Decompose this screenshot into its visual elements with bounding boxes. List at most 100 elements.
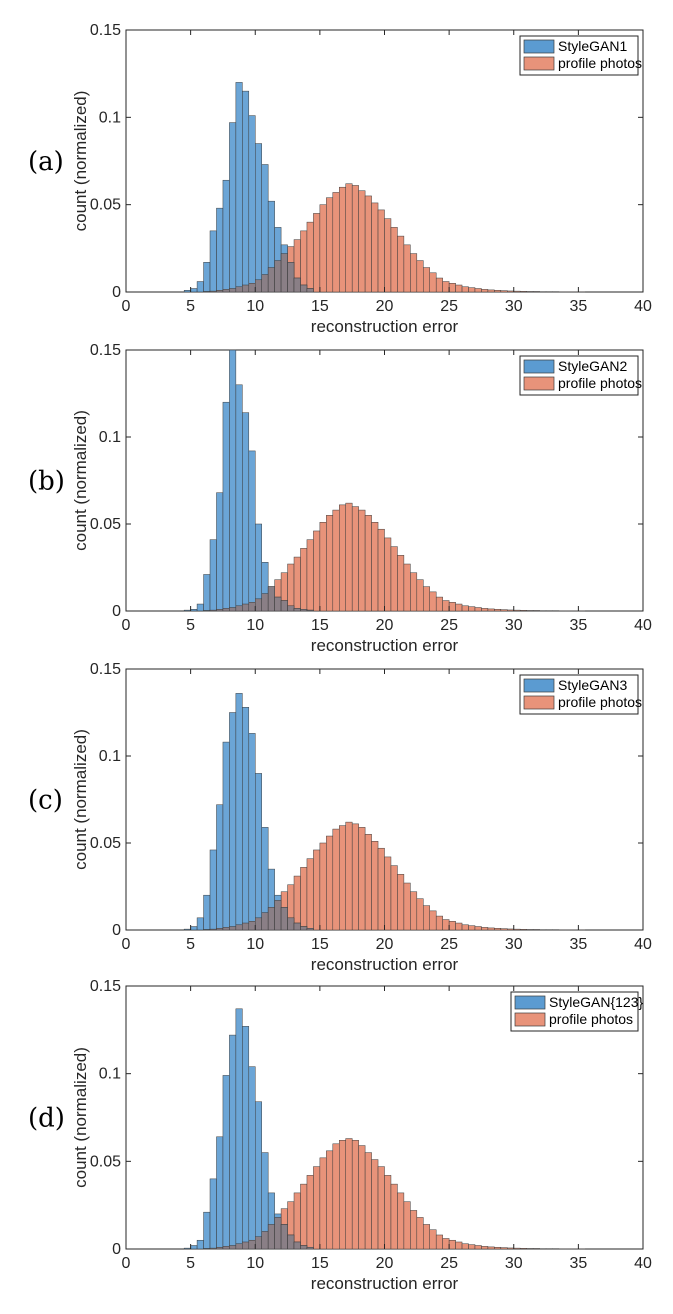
bar-profile-photos	[364, 1152, 372, 1250]
bar-stylegan1	[235, 82, 243, 293]
bar-profile-photos	[435, 277, 443, 293]
bar-profile-photos	[313, 530, 321, 612]
bar-profile-photos	[313, 1166, 321, 1250]
bar-stylegan3	[203, 894, 211, 931]
x-tick-label: 20	[376, 936, 394, 953]
bar-profile-photos	[339, 1140, 346, 1250]
bar-profile-photos	[461, 286, 469, 293]
bar-profile-photos	[455, 922, 463, 931]
bar-profile-photos	[507, 290, 515, 293]
x-axis-label: reconstruction error	[311, 636, 459, 655]
bar-profile-photos	[474, 288, 482, 293]
bar-overlap	[255, 279, 262, 293]
bar-profile-photos	[300, 867, 308, 931]
x-tick-label: 35	[569, 298, 587, 315]
bar-overlap	[261, 1231, 269, 1250]
x-axis-label: reconstruction error	[311, 955, 459, 974]
x-tick-label: 0	[122, 936, 131, 953]
bar-profile-photos	[332, 1143, 340, 1250]
bar-profile-photos	[358, 190, 366, 293]
bar-stylegan3	[255, 773, 262, 931]
bar-stylegan123	[209, 1178, 217, 1250]
bar-stylegan2	[209, 539, 217, 612]
bar-overlap	[209, 1247, 217, 1250]
x-tick-label: 15	[311, 617, 329, 634]
bar-stylegan1	[203, 262, 211, 293]
bar-profile-photos	[410, 1210, 418, 1250]
bar-profile-photos	[519, 929, 527, 931]
bar-stylegan123	[183, 1247, 191, 1250]
bar-stylegan2	[255, 523, 262, 612]
bar-overlap	[274, 900, 282, 931]
bar-profile-photos	[345, 183, 353, 293]
bar-profile-photos	[319, 1157, 327, 1250]
x-tick-label: 5	[186, 1255, 195, 1272]
bar-profile-photos	[468, 1244, 476, 1250]
bar-overlap	[209, 609, 217, 612]
y-tick-label: 0.15	[90, 661, 121, 678]
panel-label: (a)	[28, 147, 64, 177]
bar-stylegan1	[209, 230, 217, 293]
x-tick-label: 40	[634, 298, 652, 315]
bar-overlap	[267, 1224, 275, 1250]
bar-profile-photos	[319, 522, 327, 612]
bar-overlap	[242, 284, 250, 293]
bar-profile-photos	[448, 602, 456, 612]
bar-profile-photos	[435, 596, 443, 612]
bar-profile-photos	[351, 823, 359, 931]
bar-profile-photos	[519, 610, 527, 612]
x-tick-label: 25	[440, 617, 458, 634]
y-tick-label: 0.05	[90, 1153, 121, 1170]
y-tick-label: 0.05	[90, 835, 121, 852]
bar-overlap	[306, 609, 314, 612]
bar-overlap	[293, 1241, 301, 1250]
bar-stylegan2	[196, 603, 204, 612]
bar-overlap	[216, 290, 224, 293]
bar-overlap	[300, 609, 308, 612]
bar-profile-photos	[326, 835, 334, 931]
bar-stylegan2	[190, 609, 198, 612]
bar-stylegan1	[196, 281, 204, 293]
bar-profile-photos	[448, 921, 456, 931]
bar-profile-photos	[513, 928, 521, 931]
bar-overlap	[222, 1246, 230, 1250]
bar-profile-photos	[306, 858, 314, 931]
bar-stylegan1	[183, 290, 191, 293]
legend-label: profile photos	[549, 1011, 633, 1027]
bar-stylegan3	[222, 741, 230, 931]
bar-profile-photos	[481, 927, 489, 931]
bar-overlap	[293, 277, 301, 293]
bar-overlap	[255, 1236, 262, 1250]
bar-overlap	[229, 1245, 237, 1250]
legend-swatch	[523, 359, 555, 374]
bar-profile-photos	[384, 218, 392, 293]
bar-profile-photos	[429, 910, 437, 931]
bar-profile-photos	[416, 579, 424, 612]
bar-overlap	[300, 284, 308, 293]
bar-overlap	[274, 260, 282, 293]
bar-stylegan1	[242, 90, 250, 293]
bar-stylegan1	[222, 179, 230, 293]
bar-stylegan3	[235, 693, 243, 931]
x-tick-label: 15	[311, 298, 329, 315]
x-tick-label: 5	[186, 617, 195, 634]
bar-overlap	[293, 922, 301, 931]
bar-stylegan2	[222, 401, 230, 612]
bar-overlap	[280, 907, 288, 931]
bar-profile-photos	[403, 1201, 411, 1250]
bar-overlap	[216, 1246, 224, 1250]
bar-overlap	[255, 598, 262, 612]
bar-stylegan3	[183, 928, 191, 931]
y-tick-label: 0.15	[90, 978, 121, 995]
bar-overlap	[209, 928, 217, 931]
y-axis-label: count (normalized)	[71, 410, 90, 551]
x-tick-label: 30	[505, 936, 523, 953]
bar-stylegan1	[190, 288, 198, 293]
bar-stylegan123	[248, 1066, 256, 1250]
bar-stylegan2	[229, 349, 237, 612]
y-tick-label: 0	[112, 603, 121, 620]
bar-profile-photos	[513, 290, 521, 293]
bar-profile-photos	[403, 244, 411, 293]
x-tick-label: 20	[376, 298, 394, 315]
bar-profile-photos	[468, 925, 476, 931]
